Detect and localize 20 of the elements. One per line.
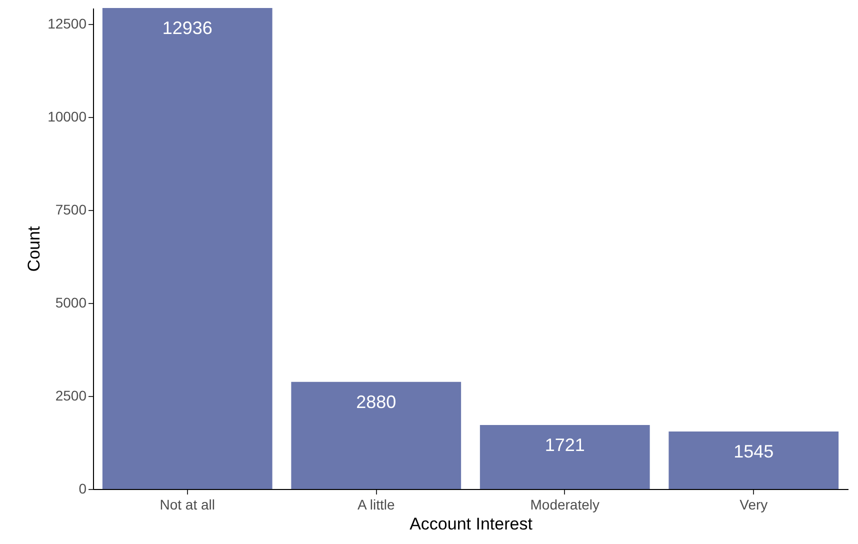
- data-label: 1545: [734, 442, 774, 462]
- x-tick-label: Not at all: [160, 496, 215, 512]
- data-label: 12936: [162, 18, 212, 38]
- bar: [291, 382, 462, 489]
- bar: [480, 425, 650, 489]
- y-tick-label: 10000: [48, 108, 87, 125]
- data-label: 2880: [356, 392, 396, 412]
- data-label: 1721: [544, 435, 585, 456]
- y-tick-label: 7500: [55, 202, 87, 218]
- y-tick-label: 5000: [55, 294, 87, 311]
- x-tick-label: Very: [740, 496, 768, 512]
- x-axis-title: Account Interest: [410, 514, 533, 534]
- y-tick-label: 2500: [55, 388, 87, 404]
- x-tick-label: Moderately: [530, 496, 600, 512]
- y-axis-title: Count: [24, 226, 44, 272]
- bar: [668, 432, 839, 489]
- x-tick-label: A little: [357, 496, 396, 512]
- y-tick-label: 12500: [48, 16, 87, 32]
- bar: [102, 8, 272, 489]
- y-tick-label: 0: [78, 480, 87, 496]
